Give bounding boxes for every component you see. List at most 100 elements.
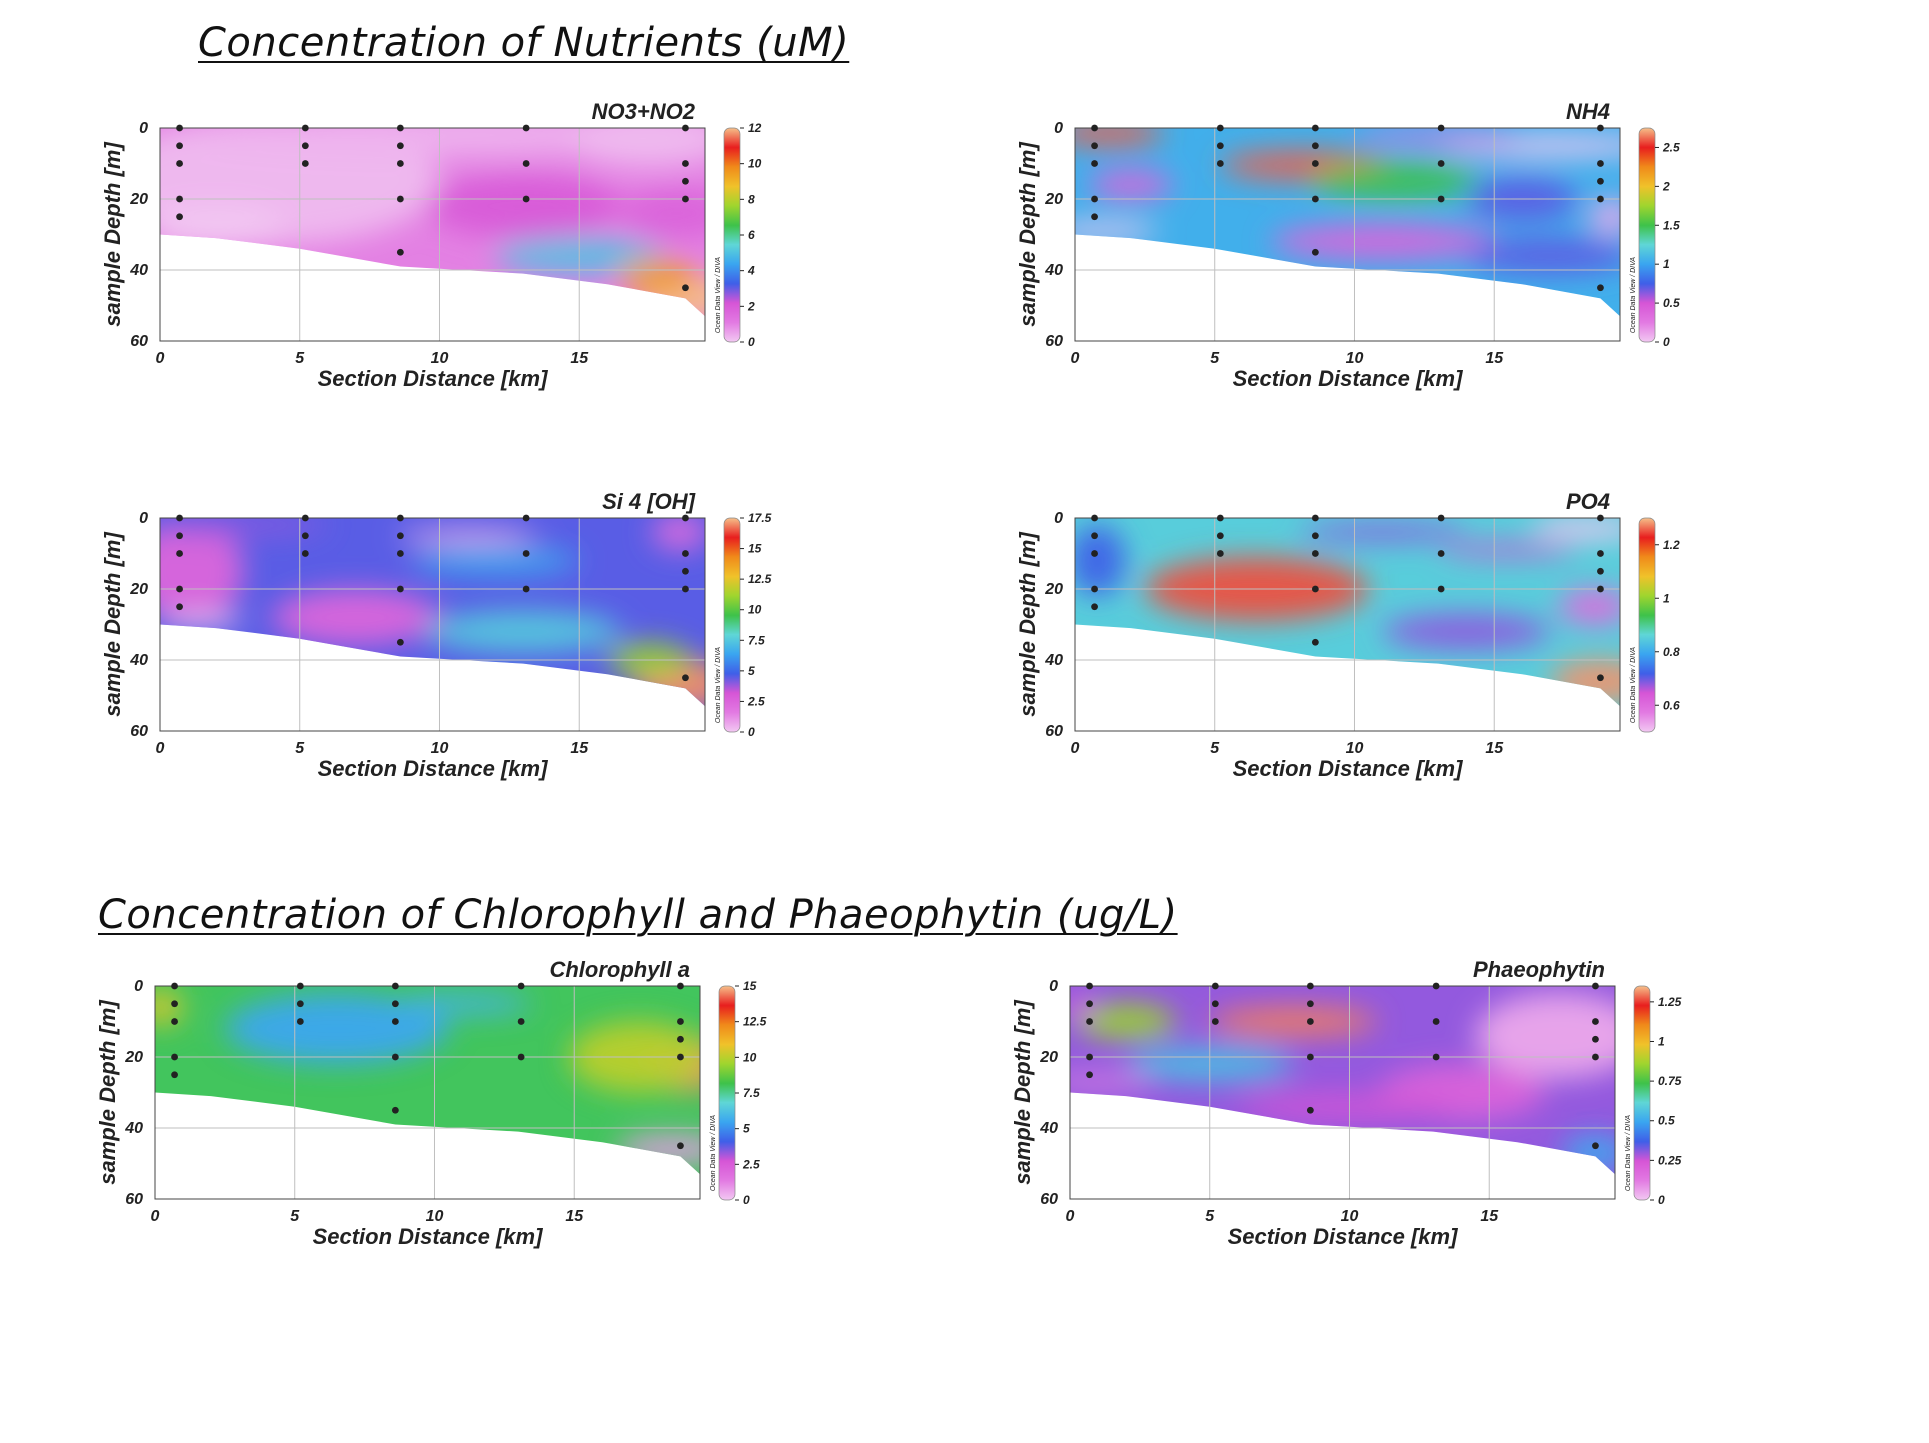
- x-tick-label: 10: [1346, 740, 1364, 757]
- y-tick-label: 40: [129, 652, 148, 669]
- sample-point: [677, 1035, 684, 1043]
- heatmap-patch: [1558, 589, 1620, 625]
- x-axis-label: Section Distance [km]: [318, 366, 549, 391]
- colorbar: [1633, 985, 1651, 1201]
- sample-point: [176, 603, 183, 611]
- sample-point: [1311, 585, 1319, 593]
- y-tick-label: 0: [139, 510, 148, 527]
- heatmap-patch: [1298, 523, 1467, 542]
- sample-point: [1311, 638, 1319, 646]
- sample-point: [1306, 1000, 1314, 1008]
- sample-point: [1086, 982, 1093, 990]
- heatmap-patch: [1075, 1003, 1177, 1040]
- sample-point: [1311, 248, 1319, 256]
- sample-point: [396, 124, 404, 132]
- sample-point: [517, 1053, 525, 1061]
- y-axis-label: sample Depth [m]: [100, 532, 125, 717]
- y-tick-label: 60: [1040, 1191, 1058, 1208]
- colorbar-tick-label: 1: [1663, 591, 1670, 605]
- sample-point: [1311, 195, 1319, 203]
- chart-title: PO4: [1566, 489, 1610, 514]
- colorbar-tick-label: 2.5: [1662, 140, 1680, 154]
- heatmap-field: [155, 986, 700, 1175]
- x-tick-label: 15: [1480, 1208, 1499, 1225]
- sample-point: [1597, 284, 1604, 292]
- plot-frame: [1069, 985, 1616, 1200]
- x-axis-label: Section Distance [km]: [1233, 756, 1464, 781]
- sample-point: [677, 1053, 684, 1061]
- colorbar-tick-label: 0.75: [1658, 1074, 1682, 1088]
- colorbar-tick-label: 0: [1663, 335, 1670, 349]
- sample-point: [1437, 550, 1445, 557]
- sample-point: [1592, 1035, 1599, 1043]
- colorbar-tick-label: 15: [743, 979, 757, 993]
- sample-point: [301, 160, 309, 167]
- watermark: Ocean Data View / DIVA: [715, 647, 722, 723]
- x-tick-label: 0: [156, 350, 165, 367]
- sample-point: [1086, 1053, 1093, 1061]
- y-axis-label: sample Depth [m]: [95, 1000, 120, 1185]
- sample-point: [396, 248, 404, 256]
- sample-point: [296, 982, 304, 990]
- y-tick-label: 20: [1039, 1049, 1058, 1066]
- sample-point: [1091, 213, 1098, 221]
- x-tick-label: 10: [426, 1208, 444, 1225]
- sample-point: [1432, 1018, 1440, 1025]
- chart-title: NO3+NO2: [592, 99, 696, 124]
- plot-frame: [1074, 127, 1621, 342]
- sample-point: [1091, 550, 1098, 557]
- sample-point: [301, 514, 309, 522]
- sample-point: [301, 550, 309, 557]
- heatmap-patch: [271, 589, 440, 646]
- y-tick-label: 20: [1044, 191, 1063, 208]
- panel-po4: PO4 0 20 40 60 0 5 10 15 Section Distance [km] sam…: [1015, 489, 1680, 781]
- x-tick-label: 5: [295, 350, 305, 367]
- heatmap-patch: [1382, 613, 1551, 650]
- gridlines: [160, 128, 705, 341]
- colorbar-tick-label: 2.5: [742, 1157, 760, 1171]
- gridlines: [1075, 518, 1620, 731]
- colorbar-tick-label: 1: [1663, 257, 1670, 271]
- colorbar-tick-label: 2: [747, 299, 755, 313]
- chart-title: Chlorophyll a: [549, 957, 690, 982]
- heatmap-field: [1075, 518, 1620, 707]
- y-tick-label: 60: [1045, 333, 1063, 350]
- colorbar-tick-label: 0: [748, 725, 755, 739]
- sample-point: [1592, 1142, 1599, 1150]
- section-title-chlorophyll: Concentration of Chlorophyll and Phaeoph…: [98, 892, 1178, 938]
- heatmap-patch: [1209, 1007, 1378, 1036]
- sample-point: [1592, 1018, 1599, 1025]
- plot-frame: [1074, 517, 1621, 732]
- sample-point: [677, 1142, 684, 1150]
- heatmap-field: [160, 518, 705, 707]
- sample-point: [1216, 514, 1224, 522]
- sample-point: [1086, 1000, 1093, 1008]
- heatmap-patch: [1070, 996, 1096, 1018]
- sample-point: [1216, 160, 1224, 167]
- gridlines: [1075, 128, 1620, 341]
- colorbar-tick-label: 7.5: [743, 1086, 760, 1100]
- heatmap-patch: [160, 518, 244, 625]
- heatmap-field: [1070, 986, 1615, 1175]
- sample-point: [176, 142, 183, 150]
- sample-point: [1311, 124, 1319, 132]
- y-tick-label: 0: [1054, 510, 1063, 527]
- sample-point: [522, 195, 530, 203]
- colorbar-tick-label: 15: [748, 542, 762, 556]
- y-tick-label: 20: [129, 191, 148, 208]
- sample-point: [1432, 1053, 1440, 1061]
- sample-point: [1211, 1000, 1219, 1008]
- sample-point: [1437, 160, 1445, 167]
- x-tick-label: 10: [431, 350, 449, 367]
- chart-title: Phaeophytin: [1473, 957, 1605, 982]
- sample-point: [1091, 160, 1098, 167]
- sample-point: [1311, 142, 1319, 150]
- colorbar: [723, 127, 741, 343]
- sample-point: [682, 195, 689, 203]
- sample-point: [1211, 1018, 1219, 1025]
- sample-point: [396, 195, 404, 203]
- watermark: Ocean Data View / DIVA: [710, 1115, 717, 1191]
- sample-point: [301, 124, 309, 132]
- sample-point: [1437, 514, 1445, 522]
